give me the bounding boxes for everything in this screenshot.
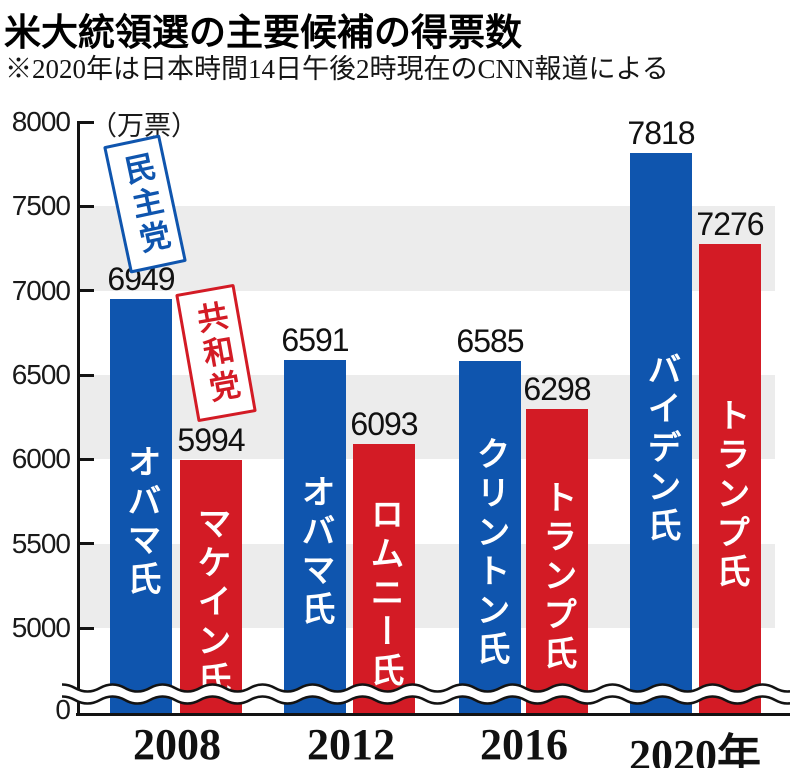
bar-value-label: 7276 xyxy=(696,206,764,243)
bar-republican: トランプ氏 xyxy=(699,244,761,713)
y-tick-label: 7000 xyxy=(11,274,71,306)
bar-value-label: 6298 xyxy=(523,371,591,408)
y-tick xyxy=(77,542,94,546)
y-tick-label: 6000 xyxy=(11,443,71,475)
bar-republican: トランプ氏 xyxy=(526,409,588,713)
bar-republican: ロムニー氏 xyxy=(353,443,415,713)
bar-value-label: 6591 xyxy=(281,321,349,358)
candidate-name-label: ロムニー氏 xyxy=(365,496,403,692)
y-tick xyxy=(77,457,94,461)
y-tick-label: 7500 xyxy=(11,190,71,222)
bar-democratic: オバマ氏 xyxy=(110,299,172,713)
y-axis-line xyxy=(77,122,80,714)
axis-break-gap xyxy=(62,684,790,704)
bar-democratic: バイデン氏 xyxy=(630,152,692,713)
y-tick-label: 8000 xyxy=(11,106,71,137)
bar-value-label: 7818 xyxy=(627,114,695,151)
x-axis-line xyxy=(76,713,790,716)
y-tick-label: 5000 xyxy=(11,612,71,643)
chart-note: ※2020年は日本時間14日午後2時現在のCNN報道による xyxy=(5,54,669,84)
y-tick-label: 0 xyxy=(55,694,71,725)
year-label: 2016 xyxy=(480,720,568,768)
party-tag-democratic-label: 民主党 xyxy=(116,149,174,259)
page-title: 米大統領選の主要候補の得票数 xyxy=(4,12,522,53)
y-tick-label: 6500 xyxy=(11,359,71,390)
bar-value-label: 6585 xyxy=(456,322,524,359)
candidate-name-label: トランプ氏 xyxy=(538,479,576,675)
axis-break-wave xyxy=(62,680,790,708)
year-label: 2008 xyxy=(133,720,221,768)
candidate-name-label: トランプ氏 xyxy=(711,397,749,593)
bar-democratic: オバマ氏 xyxy=(284,359,346,713)
candidate-name-label: オバマ氏 xyxy=(122,444,160,601)
party-tag-republican-label: 共和党 xyxy=(189,298,243,408)
candidate-name-label: マケイン氏 xyxy=(192,505,230,701)
candidate-name-label: オバマ氏 xyxy=(296,474,334,631)
bar-value-label: 6093 xyxy=(350,405,418,442)
bar-democratic: クリントン氏 xyxy=(459,360,521,713)
y-axis-unit-label: （万票） xyxy=(90,111,198,141)
axis-break-wave-svg xyxy=(62,683,790,705)
axis-break-line xyxy=(62,695,790,705)
y-tick xyxy=(77,373,94,377)
bar-value-label: 5994 xyxy=(177,422,245,459)
candidate-name-label: バイデン氏 xyxy=(642,351,680,547)
y-tick xyxy=(77,204,94,208)
y-tick xyxy=(77,120,94,124)
y-tick-label: 5500 xyxy=(11,527,71,559)
axis-break-line xyxy=(62,683,790,693)
candidate-name-label: クリントン氏 xyxy=(471,435,509,670)
year-label: 2012 xyxy=(307,720,395,768)
year-label: 2020年 xyxy=(629,731,761,768)
y-tick xyxy=(77,289,94,293)
y-tick xyxy=(77,626,94,630)
bar-republican: マケイン氏 xyxy=(180,460,242,713)
